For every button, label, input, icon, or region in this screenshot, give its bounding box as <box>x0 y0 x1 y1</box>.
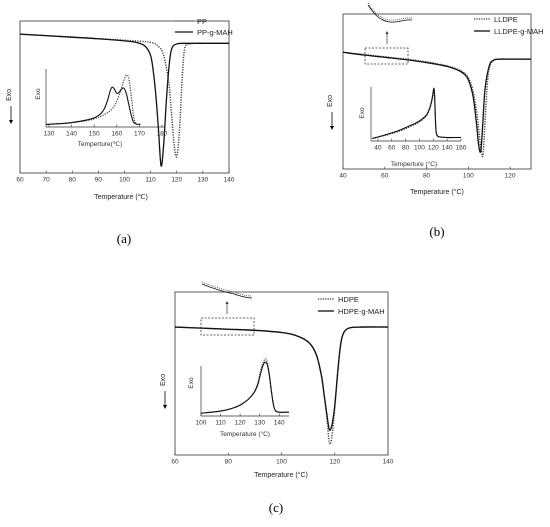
panel-b-zoom-curve-solid <box>367 4 413 23</box>
panel-b-tick-label: 60 <box>381 173 389 180</box>
panel-c-inset: 100 110 120 130 140 <box>196 358 290 427</box>
panel-b-label: (b) <box>429 224 444 239</box>
panel-b-ylabel: Exo <box>327 95 334 107</box>
panel-c-series-hdpe <box>174 326 389 445</box>
panel-c-tick-label: 140 <box>383 459 394 466</box>
panel-b-curves <box>342 51 531 158</box>
panel-a-inset-series-pp-g-mah <box>45 86 141 125</box>
panel-b-inset-tick-label: 80 <box>402 145 410 152</box>
panel-b-inset-tick-label: 140 <box>442 145 453 152</box>
panel-a-series-pp <box>19 33 230 158</box>
legend-a-pp: PP <box>197 17 207 26</box>
panel-a-tick-label: 110 <box>145 177 156 184</box>
panel-b-tick-label: 120 <box>505 173 516 180</box>
panel-a-inset-tick-label: 130 <box>44 131 55 138</box>
panel-b-inset-series-lldpe-g-mah <box>372 87 461 140</box>
panel-c-frame <box>174 291 389 456</box>
panel-c-zoom-arrowhead <box>225 301 229 304</box>
panel-c-inset-series-hdpe-g-mah <box>200 361 290 414</box>
panel-b-frame <box>342 13 532 170</box>
panel-a-inset: 130 140 150 160 170 180 <box>44 69 168 138</box>
panel-a-inset-tick-label: 160 <box>111 131 122 138</box>
panel-c-zoom-curve-solid <box>201 283 253 299</box>
panel-c-xlabel: Temperature (°C) <box>254 471 308 479</box>
panel-c-inset-tick-label: 100 <box>196 420 207 427</box>
panel-a-inset-tick-label: 180 <box>157 131 168 138</box>
panel-c-inset-ylabel: Exo <box>188 377 195 389</box>
panel-a-tick-label: 80 <box>69 177 77 184</box>
panel-a-tick-label: 60 <box>16 177 24 184</box>
panel-b-xlabel: Temperature (°C) <box>410 188 464 196</box>
panel-a-inset-tick-label: 170 <box>134 131 145 138</box>
panel-b-inset: 40 60 80 100 120 140 160 <box>370 87 467 152</box>
panel-a-tick-label: 70 <box>43 177 51 184</box>
panel-c-zoom-curve-dotted <box>201 281 253 297</box>
panel-b-zoom-curve-dotted <box>367 2 413 21</box>
panel-a-tick-label: 120 <box>171 177 182 184</box>
panel-b-xticks: 40 60 80 100 120 <box>339 166 516 180</box>
panel-b-inset-ylabel: Exo <box>359 107 366 119</box>
panel-a-xticks: 60 70 80 90 100 110 120 130 140 <box>16 170 235 184</box>
legend-b-lldpegmah: LLDPE-g-MAH <box>494 27 544 36</box>
panel-a-inset-xlabel: Temperture(℃) <box>78 141 123 148</box>
panel-a-exo-arrowhead <box>9 120 13 124</box>
panel-b-inset-tick-label: 120 <box>428 145 439 152</box>
panel-a: 60 70 80 90 100 110 120 130 140 Temperature (℃) … <box>6 17 235 246</box>
panel-a-ylabel: Exo <box>6 89 13 101</box>
panel-a-inset-tick-label: 150 <box>89 131 100 138</box>
legend-a-ppgmah: PP-g-MAH <box>197 28 233 37</box>
legend-b-lldpe: LLDPE <box>494 15 518 24</box>
panel-c-inset-tick-label: 140 <box>274 420 285 427</box>
panel-b-inset-tick-label: 100 <box>414 145 425 152</box>
panel-b-inset-tick-label: 40 <box>374 145 382 152</box>
panel-b-tick-label: 80 <box>423 173 431 180</box>
panel-a-inset-series-pp <box>45 74 141 126</box>
panel-b-zoom-box <box>364 47 409 65</box>
panel-c-inset-tick-label: 110 <box>215 420 226 427</box>
panel-b-tick-label: 40 <box>339 173 347 180</box>
panel-c-series-hdpe-g-mah <box>174 326 389 431</box>
panel-c-zoom-box <box>200 317 255 336</box>
panel-b-inset-tick-label: 60 <box>388 145 396 152</box>
panel-c-ylabel: Exo <box>160 374 167 386</box>
panel-c-curves <box>174 326 389 445</box>
panel-b-exo-arrowhead <box>330 126 334 130</box>
legend-c-hdpe: HDPE <box>338 295 359 304</box>
panel-a-label: (a) <box>117 231 131 246</box>
panel-b: 40 60 80 100 120 Temperature (°C) Exo LLDPE … <box>327 2 544 239</box>
panel-b-series-lldpe-g-mah <box>342 51 531 153</box>
panel-b-tick-label: 100 <box>463 173 474 180</box>
panel-c-label: (c) <box>269 500 283 515</box>
panel-b-zoom-arrowhead <box>385 31 389 34</box>
panel-c-tick-label: 60 <box>171 459 179 466</box>
panel-a-curves <box>19 33 230 167</box>
panel-a-inset-ylabel: Exo <box>35 88 42 100</box>
panel-b-inset-series-lldpe <box>372 88 461 140</box>
legend-c-hdpegmah: HDPE-g-MAH <box>338 307 385 316</box>
panel-c-inset-tick-label: 120 <box>235 420 246 427</box>
panel-c-xticks: 60 80 100 120 140 <box>171 452 394 466</box>
panel-a-tick-label: 140 <box>224 177 235 184</box>
panel-c-tick-label: 80 <box>225 459 233 466</box>
panel-c-tick-label: 100 <box>276 459 287 466</box>
panel-a-series-pp-g-mah <box>19 33 229 167</box>
panel-a-tick-label: 90 <box>95 177 103 184</box>
panel-c-tick-label: 120 <box>329 459 340 466</box>
panel-c-inset-tick-label: 130 <box>254 420 265 427</box>
panel-c-inset-series-hdpe <box>200 358 290 414</box>
panel-b-inset-xlabel: Temperture (°C) <box>391 160 437 168</box>
panel-a-inset-tick-label: 140 <box>66 131 77 138</box>
panel-c: 60 80 100 120 140 Temperature (°C) Exo HDPE … <box>160 281 394 515</box>
panel-a-tick-label: 100 <box>119 177 130 184</box>
panel-a-tick-label: 130 <box>197 177 208 184</box>
panel-a-xlabel: Temperature (℃) <box>94 194 148 201</box>
panel-c-inset-xlabel: Temperature (°C) <box>220 430 270 438</box>
panel-c-exo-arrowhead <box>163 405 167 409</box>
panel-b-inset-tick-label: 160 <box>456 145 467 152</box>
